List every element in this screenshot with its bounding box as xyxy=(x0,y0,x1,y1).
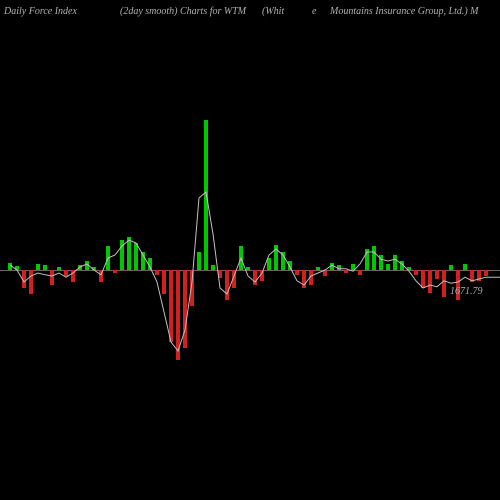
title-seg-4: e xyxy=(312,6,316,17)
current-value-label: 1671.79 xyxy=(450,286,483,297)
force-index-chart: 1671.79 xyxy=(0,20,500,480)
smoothing-line xyxy=(0,20,500,480)
title-seg-1: Daily Force Index xyxy=(4,6,77,17)
title-seg-5: Mountains Insurance Group, Ltd.) M xyxy=(330,6,479,17)
title-seg-2: (2day smooth) Charts for WTM xyxy=(120,6,246,17)
chart-title: Daily Force Index (2day smooth) Charts f… xyxy=(0,6,500,20)
title-seg-3: (Whit xyxy=(262,6,284,17)
